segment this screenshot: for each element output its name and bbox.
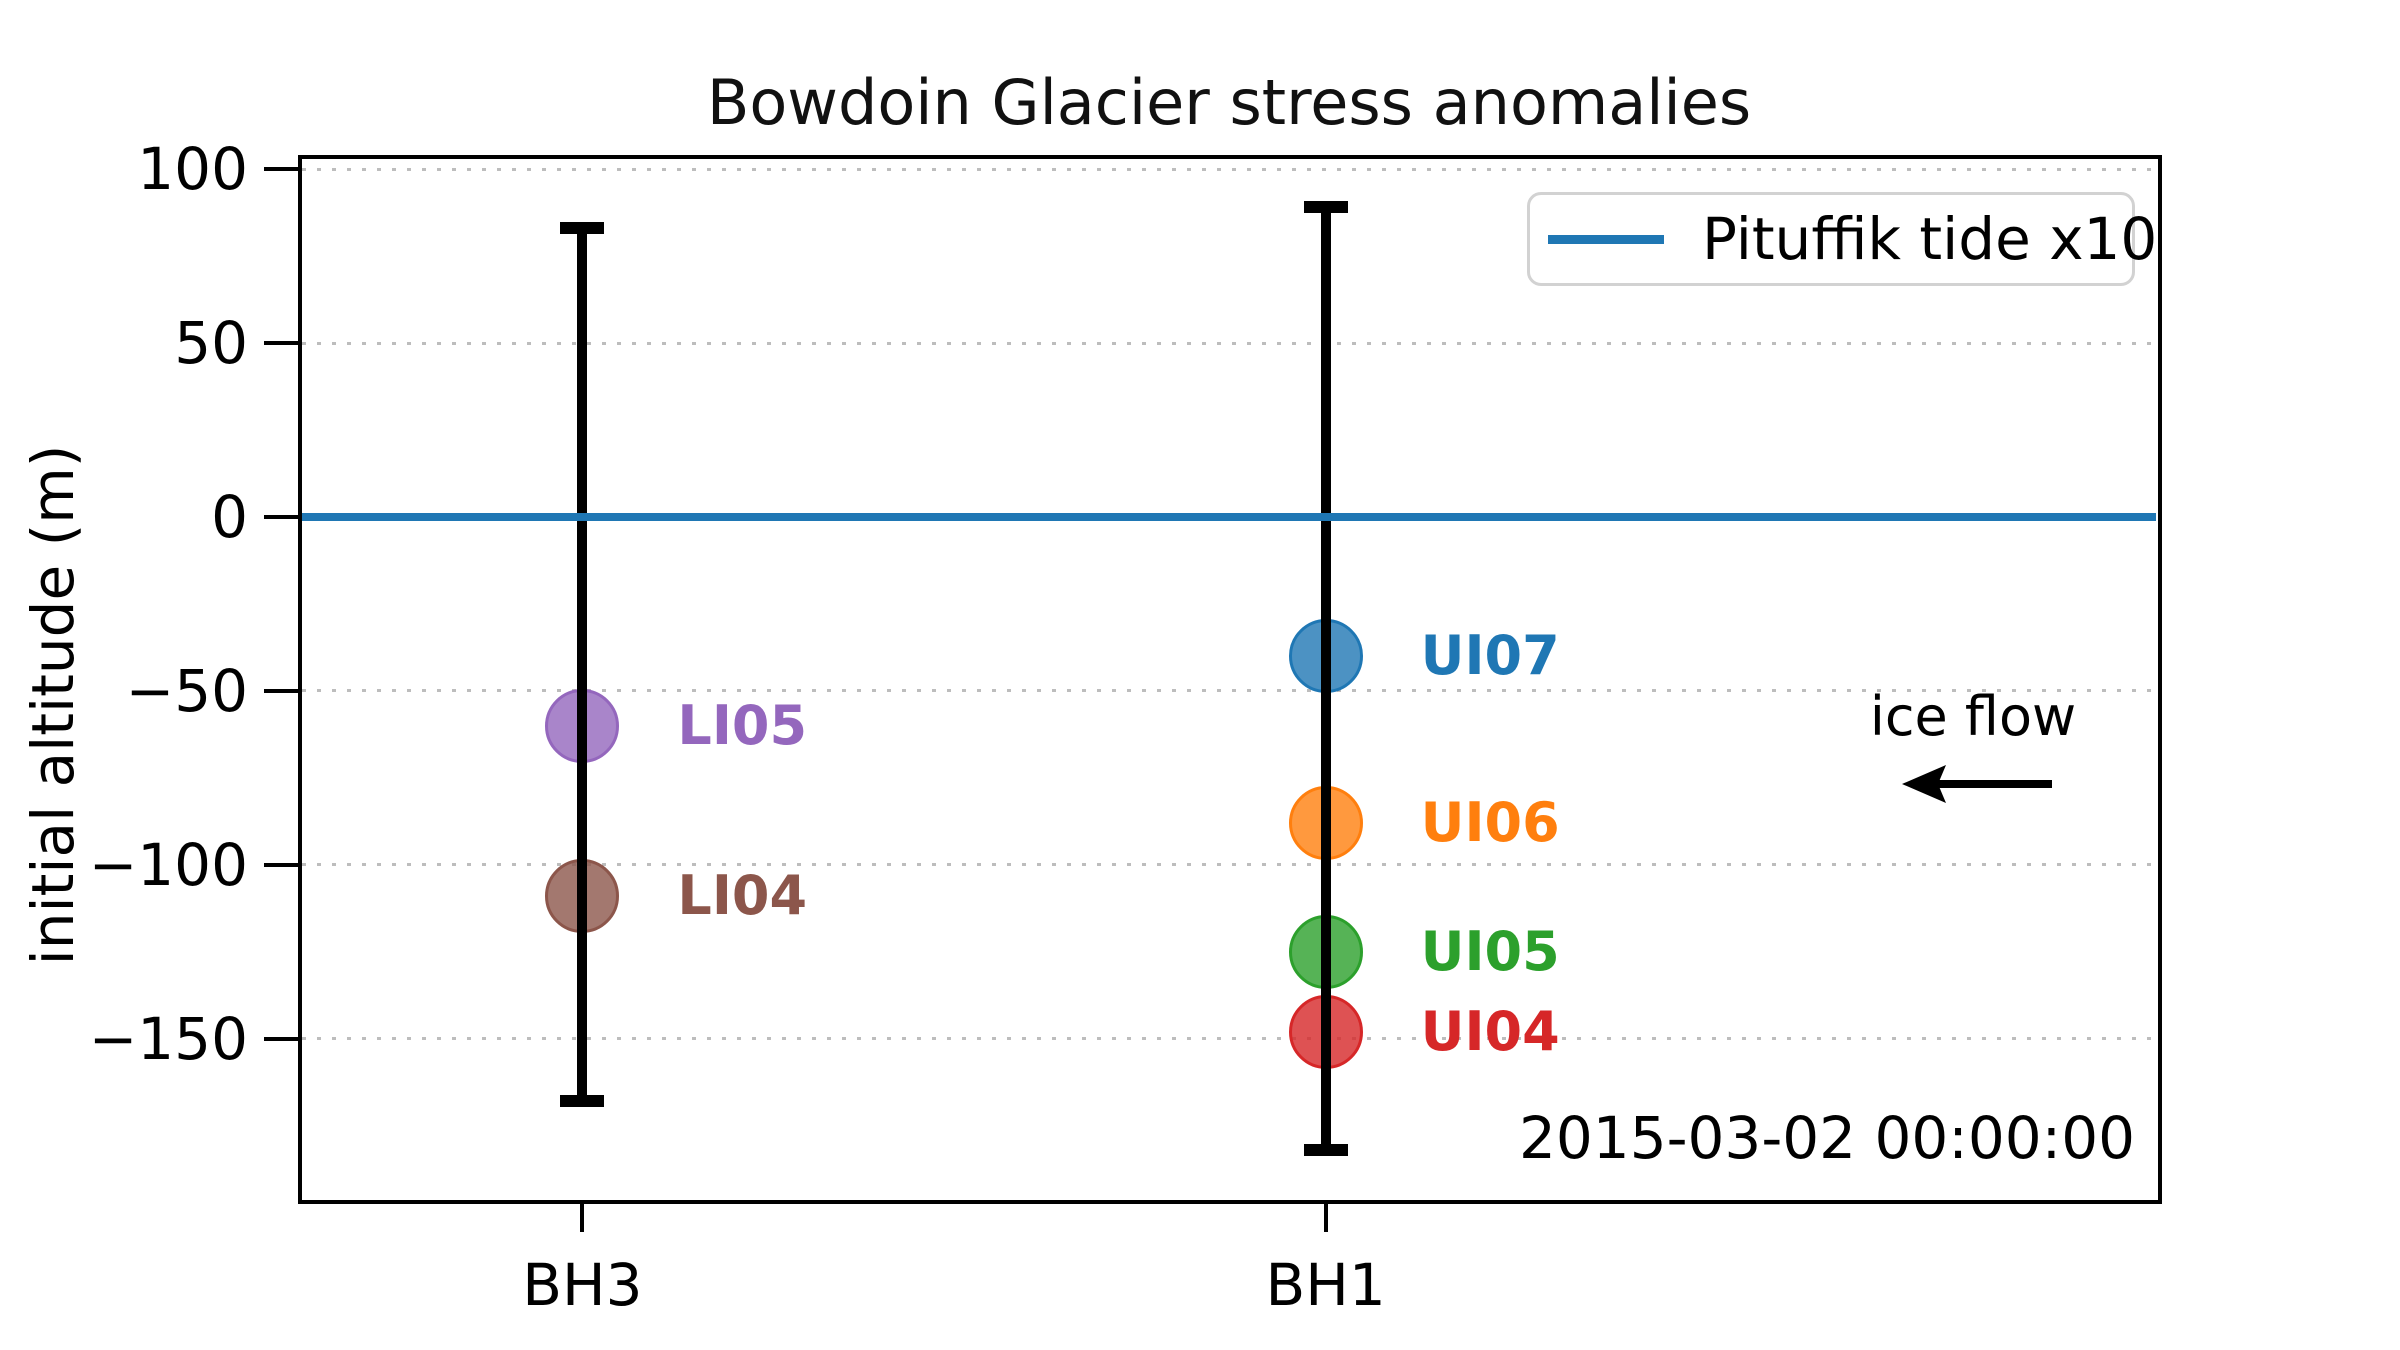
legend-label: Pituffik tide x10 — [1702, 205, 2158, 273]
chart-title: Bowdoin Glacier stress anomalies — [706, 66, 1752, 139]
y-tick-label: −50 — [125, 656, 248, 725]
borehole-line-bh1 — [1320, 207, 1331, 1150]
y-tick-label: −150 — [88, 1004, 248, 1073]
y-gridline — [302, 689, 2156, 693]
legend-line-sample — [1548, 234, 1664, 244]
y-tick — [264, 514, 300, 519]
sensor-label-ui06: UI06 — [1420, 790, 1560, 854]
y-gridline — [302, 167, 2156, 171]
y-tick-label: 0 — [211, 482, 248, 551]
x-tick-label-bh3: BH3 — [522, 1251, 643, 1319]
y-gridline — [302, 863, 2156, 867]
x-tick — [1323, 1204, 1328, 1232]
sensor-label-ui05: UI05 — [1420, 919, 1560, 983]
borehole-cap-top-bh3 — [560, 222, 605, 235]
borehole-cap-bottom-bh1 — [1303, 1143, 1348, 1156]
borehole-cap-top-bh1 — [1303, 201, 1348, 214]
ice-flow-label: ice flow — [1869, 685, 2077, 748]
y-tick-label: 100 — [137, 135, 248, 204]
x-tick-label-bh1: BH1 — [1265, 1251, 1386, 1319]
y-tick — [264, 1036, 300, 1041]
y-tick-label: 50 — [174, 309, 248, 378]
x-tick — [580, 1204, 585, 1232]
y-tick — [264, 341, 300, 346]
y-tick — [264, 862, 300, 867]
sensor-label-ui04: UI04 — [1420, 999, 1560, 1063]
y-gridline — [302, 1037, 2156, 1041]
ice-flow-arrow-icon — [1902, 765, 2052, 803]
borehole-line-bh3 — [577, 228, 588, 1102]
timestamp-annotation: 2015-03-02 00:00:00 — [1519, 1104, 2135, 1172]
sensor-label-li04: LI04 — [677, 863, 808, 927]
plot-area — [298, 155, 2162, 1204]
y-tick-label: −100 — [88, 830, 248, 899]
sensor-label-li05: LI05 — [677, 693, 808, 757]
tide-line — [302, 512, 2156, 521]
legend: Pituffik tide x10 — [1527, 192, 2157, 286]
y-tick — [264, 688, 300, 693]
sensor-label-ui07: UI07 — [1420, 624, 1560, 688]
borehole-cap-bottom-bh3 — [560, 1095, 605, 1108]
y-gridline — [302, 341, 2156, 345]
y-tick — [264, 167, 300, 172]
